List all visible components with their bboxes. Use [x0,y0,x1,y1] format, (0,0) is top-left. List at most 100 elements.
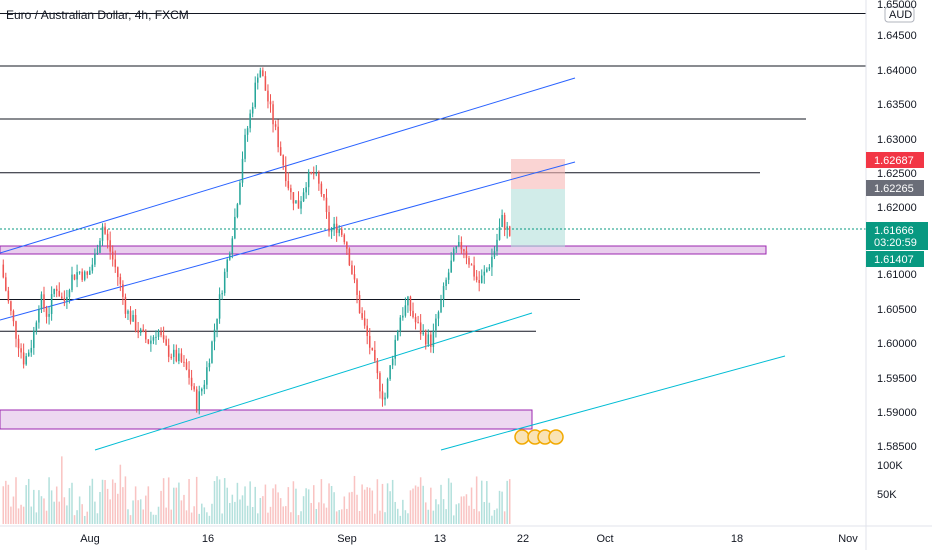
candle-body [78,271,81,273]
volume-bar [160,490,162,524]
volume-bar [508,479,511,524]
candle-body [2,264,5,278]
candle-body [193,386,195,390]
candle-body [419,322,422,335]
volume-bar [412,488,414,524]
candle-body [22,352,25,365]
volume-bar [358,511,361,524]
position-stop-area[interactable] [511,189,565,247]
event-icon[interactable] [514,429,530,445]
candle-body [236,204,239,217]
candle-body [40,294,43,310]
candle-body [173,349,175,357]
candle-body [147,339,150,344]
volume-bar [305,488,307,524]
volume-bar [295,488,297,524]
candle-body [450,260,452,273]
candle-body [333,223,335,230]
volume-bar [340,509,343,524]
candle-body [246,128,249,135]
channel-lower-dark[interactable] [0,161,576,321]
volume-bar [223,478,226,524]
volume-bar [465,494,468,524]
candle-body [503,214,506,230]
volume-bar [91,478,94,524]
candle-body [111,251,114,260]
volume-bar [363,489,366,524]
volume-bar [307,489,310,524]
volume-bar [111,479,114,524]
horizontal-levels[interactable] [0,13,866,332]
candle-body [330,229,333,232]
candle-body [483,271,486,276]
volume-bar [379,510,381,524]
candle-body [218,294,221,319]
candle-body [17,338,20,349]
volume-bar [279,498,282,524]
price-tick: 1.59000 [877,407,917,419]
candle-body [506,226,508,230]
volume-bar [89,485,91,524]
volume-bar [396,508,399,524]
candle-body [435,318,437,331]
volume-bar [463,496,465,524]
candle-body [94,254,96,265]
volume-bar [333,492,335,524]
candle-body [188,369,190,378]
candle-body [399,317,402,331]
candle-body [86,271,89,275]
price-tick: 1.64500 [877,30,917,42]
current-price-label: 1.61666 [874,225,914,237]
volume-bar [229,502,231,524]
volume-bar [61,456,63,524]
price-tick: 1.62000 [877,202,917,214]
volume-bar [117,493,119,524]
candle-body [292,192,295,204]
candle-body [226,259,228,272]
economic-events[interactable] [514,429,564,445]
volume-bar [368,487,371,524]
volume-bar [134,486,137,524]
volume-bar [486,481,488,524]
channel-upper-dark[interactable] [0,77,576,254]
volume-bar [246,505,249,524]
volume-bar [66,505,68,524]
volume-tick-100k: 100K [877,460,903,472]
candle-body [190,377,193,387]
candle-body [71,274,73,291]
volume-bar [399,515,402,524]
position-target-area[interactable] [511,159,565,189]
candle-body [132,314,134,322]
volume-bar [165,507,167,524]
volume-bar [40,496,43,524]
volume-bar [318,502,320,524]
candle-body [478,279,480,284]
event-icon[interactable] [548,429,564,445]
volume-bar [20,504,22,524]
candle-body [437,312,440,319]
support-zone-upper[interactable] [0,245,767,255]
support-zone-lower[interactable] [0,409,533,430]
currency-badge[interactable] [884,6,915,23]
volume-bar [73,515,76,524]
candle-body [386,379,389,398]
volume-bar [432,510,435,524]
volume-bar [50,490,53,524]
candle-body [460,242,463,250]
candle-body [488,267,491,270]
price-tick: 1.64000 [877,65,917,77]
volume-bar [94,501,96,524]
channel-upper-light[interactable] [94,312,533,451]
candle-body [55,288,58,291]
volume-bar [506,480,508,524]
candle-body [170,356,173,358]
candle-body [139,329,142,333]
candle-body [33,330,35,348]
entry-price-label-bg [866,251,924,267]
volume-bar [320,479,323,524]
channel-lower-light[interactable] [440,355,786,451]
candle-body [493,251,496,257]
candle-body [117,267,119,278]
candle-body [272,104,274,125]
